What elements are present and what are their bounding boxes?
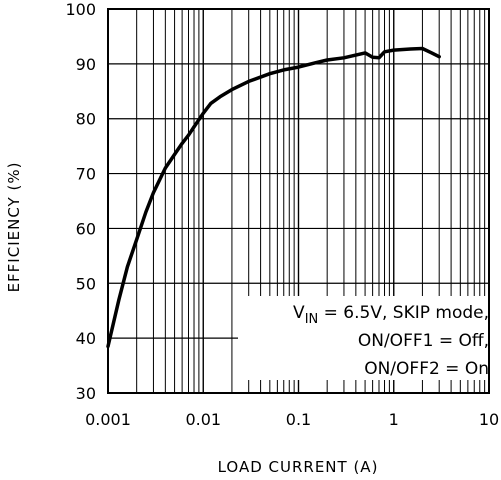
annotation-box bbox=[238, 296, 488, 380]
x-tick-label: 1 bbox=[389, 410, 399, 429]
y-tick-label: 60 bbox=[76, 219, 96, 238]
plot-frame bbox=[107, 8, 490, 394]
y-tick-label: 80 bbox=[76, 110, 96, 129]
annotation-line-3: ON/OFF2 = On bbox=[364, 359, 489, 379]
x-tick-label: 0.001 bbox=[85, 410, 131, 429]
x-tick-label: 0.1 bbox=[286, 410, 311, 429]
x-tick-label: 10 bbox=[479, 410, 499, 429]
y-tick-label: 40 bbox=[76, 329, 96, 348]
annotation: VIN = 6.5V, SKIP mode, ON/OFF1 = Off, ON… bbox=[293, 303, 489, 379]
x-axis-title: LOAD CURRENT (A) bbox=[218, 458, 379, 476]
annotation-line-1: VIN = 6.5V, SKIP mode, bbox=[293, 303, 489, 327]
y-tick-label: 70 bbox=[76, 165, 96, 184]
y-tick-label: 90 bbox=[76, 55, 96, 74]
x-tick-label: 0.01 bbox=[185, 410, 221, 429]
annotation-line-2: ON/OFF1 = Off, bbox=[358, 331, 489, 351]
efficiency-curve bbox=[106, 46, 441, 349]
y-tick-label: 30 bbox=[76, 384, 96, 403]
y-axis-title: EFFICIENCY (%) bbox=[5, 162, 23, 293]
tick-labels: 0.001 0.01 0.1 1 10 30 40 50 60 70 80 90 100 bbox=[65, 0, 499, 429]
y-tick-label: 100 bbox=[65, 0, 96, 19]
y-tick-label: 50 bbox=[76, 274, 96, 293]
